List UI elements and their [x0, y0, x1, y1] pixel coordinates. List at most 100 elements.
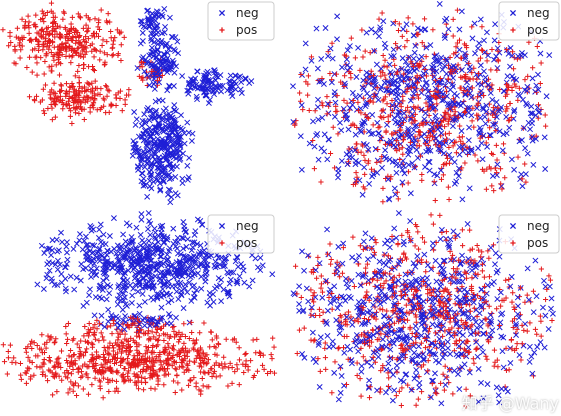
scatter-point-neg	[444, 93, 450, 100]
scatter-point-pos	[405, 15, 411, 21]
scatter-point-neg	[346, 43, 353, 49]
scatter-point-pos	[139, 64, 145, 70]
scatter-point-pos	[51, 90, 57, 96]
scatter-point-pos	[197, 345, 204, 351]
scatter-point-pos	[63, 331, 69, 337]
scatter-point-neg	[530, 161, 537, 168]
scatter-point-pos	[18, 376, 24, 382]
scatter-point-neg	[371, 47, 378, 54]
scatter-point-pos	[48, 49, 54, 56]
scatter-point-pos	[163, 358, 170, 364]
scatter-point-neg	[180, 253, 187, 259]
scatter-point-pos	[68, 108, 74, 114]
scatter-point-neg	[382, 44, 389, 51]
scatter-point-pos	[63, 48, 69, 54]
scatter-point-neg	[529, 116, 535, 123]
scatter-point-neg	[534, 104, 541, 111]
scatter-point-neg	[53, 236, 60, 243]
scatter-point-pos	[456, 134, 462, 140]
scatter-point-neg	[139, 259, 146, 266]
scatter-point-pos	[535, 102, 542, 108]
scatter-point-neg	[423, 369, 430, 375]
scatter-point-pos	[73, 92, 80, 98]
scatter-point-neg	[91, 242, 98, 249]
scatter-point-neg	[410, 90, 417, 97]
scatter-point-neg	[186, 79, 193, 86]
scatter-point-neg	[432, 370, 438, 377]
scatter-point-neg	[365, 128, 372, 135]
scatter-point-pos	[91, 54, 97, 60]
scatter-point-pos	[264, 370, 271, 377]
scatter-point-pos	[193, 384, 199, 390]
scatter-point-neg	[427, 101, 434, 108]
scatter-point-pos	[42, 82, 49, 88]
scatter-point-neg	[132, 121, 139, 128]
scatter-point-pos	[124, 344, 130, 350]
scatter-point-pos	[494, 67, 500, 73]
scatter-point-pos	[100, 365, 106, 371]
legend-marker-neg	[218, 222, 226, 230]
scatter-point-neg	[431, 74, 438, 81]
scatter-point-neg	[163, 144, 170, 151]
scatter-point-pos	[34, 72, 40, 78]
scatter-point-pos	[76, 94, 82, 100]
scatter-point-neg	[302, 40, 309, 47]
scatter-point-pos	[110, 345, 117, 351]
scatter-point-neg	[145, 16, 152, 23]
scatter-point-pos	[121, 34, 127, 40]
scatter-point-pos	[346, 146, 352, 152]
scatter-point-pos	[495, 105, 501, 111]
scatter-point-neg	[433, 357, 439, 364]
scatter-point-neg	[352, 147, 359, 154]
scatter-point-pos	[204, 360, 210, 366]
scatter-point-neg	[148, 21, 155, 28]
scatter-point-pos	[459, 134, 465, 140]
scatter-point-pos	[83, 22, 89, 28]
scatter-point-pos	[380, 52, 386, 59]
scatter-point-pos	[200, 357, 206, 364]
scatter-point-pos	[440, 172, 447, 178]
scatter-point-neg	[58, 229, 64, 236]
scatter-point-neg	[159, 169, 166, 176]
scatter-point-pos	[477, 135, 483, 141]
scatter-point-neg	[184, 236, 191, 243]
scatter-point-neg	[117, 266, 123, 273]
scatter-point-neg	[83, 233, 89, 240]
scatter-point-neg	[190, 263, 197, 270]
scatter-point-neg	[115, 284, 122, 290]
scatter-point-neg	[155, 239, 162, 246]
scatter-point-neg	[357, 127, 364, 134]
scatter-point-pos	[368, 68, 374, 74]
scatter-point-pos	[19, 16, 25, 22]
scatter-point-pos	[358, 149, 364, 155]
scatter-point-neg	[164, 191, 171, 198]
scatter-point-neg	[114, 301, 121, 308]
scatter-point-pos	[522, 161, 528, 167]
scatter-point-neg	[166, 113, 173, 120]
scatter-point-neg	[489, 173, 496, 179]
scatter-point-pos	[512, 81, 518, 87]
scatter-point-neg	[407, 190, 414, 197]
scatter-point-pos	[53, 25, 59, 32]
scatter-point-pos	[101, 337, 107, 343]
scatter-point-neg	[216, 282, 223, 289]
scatter-point-pos	[305, 81, 311, 87]
scatter-point-pos	[193, 355, 199, 361]
scatter-point-neg	[257, 254, 264, 261]
scatter-point-pos	[333, 109, 339, 115]
scatter-point-neg	[410, 32, 417, 39]
scatter-point-neg	[91, 268, 98, 275]
scatter-point-pos	[507, 100, 513, 107]
scatter-point-pos	[350, 181, 356, 188]
scatter-point-pos	[422, 141, 428, 147]
scatter-point-pos	[400, 98, 406, 104]
scatter-point-neg	[156, 72, 163, 79]
scatter-point-neg	[401, 110, 407, 117]
scatter-point-neg	[230, 269, 237, 276]
scatter-point-neg	[63, 243, 70, 250]
scatter-point-neg	[479, 156, 486, 163]
scatter-point-neg	[338, 373, 345, 379]
scatter-point-pos	[132, 364, 138, 370]
scatter-point-pos	[431, 129, 437, 135]
scatter-point-pos	[92, 78, 98, 84]
